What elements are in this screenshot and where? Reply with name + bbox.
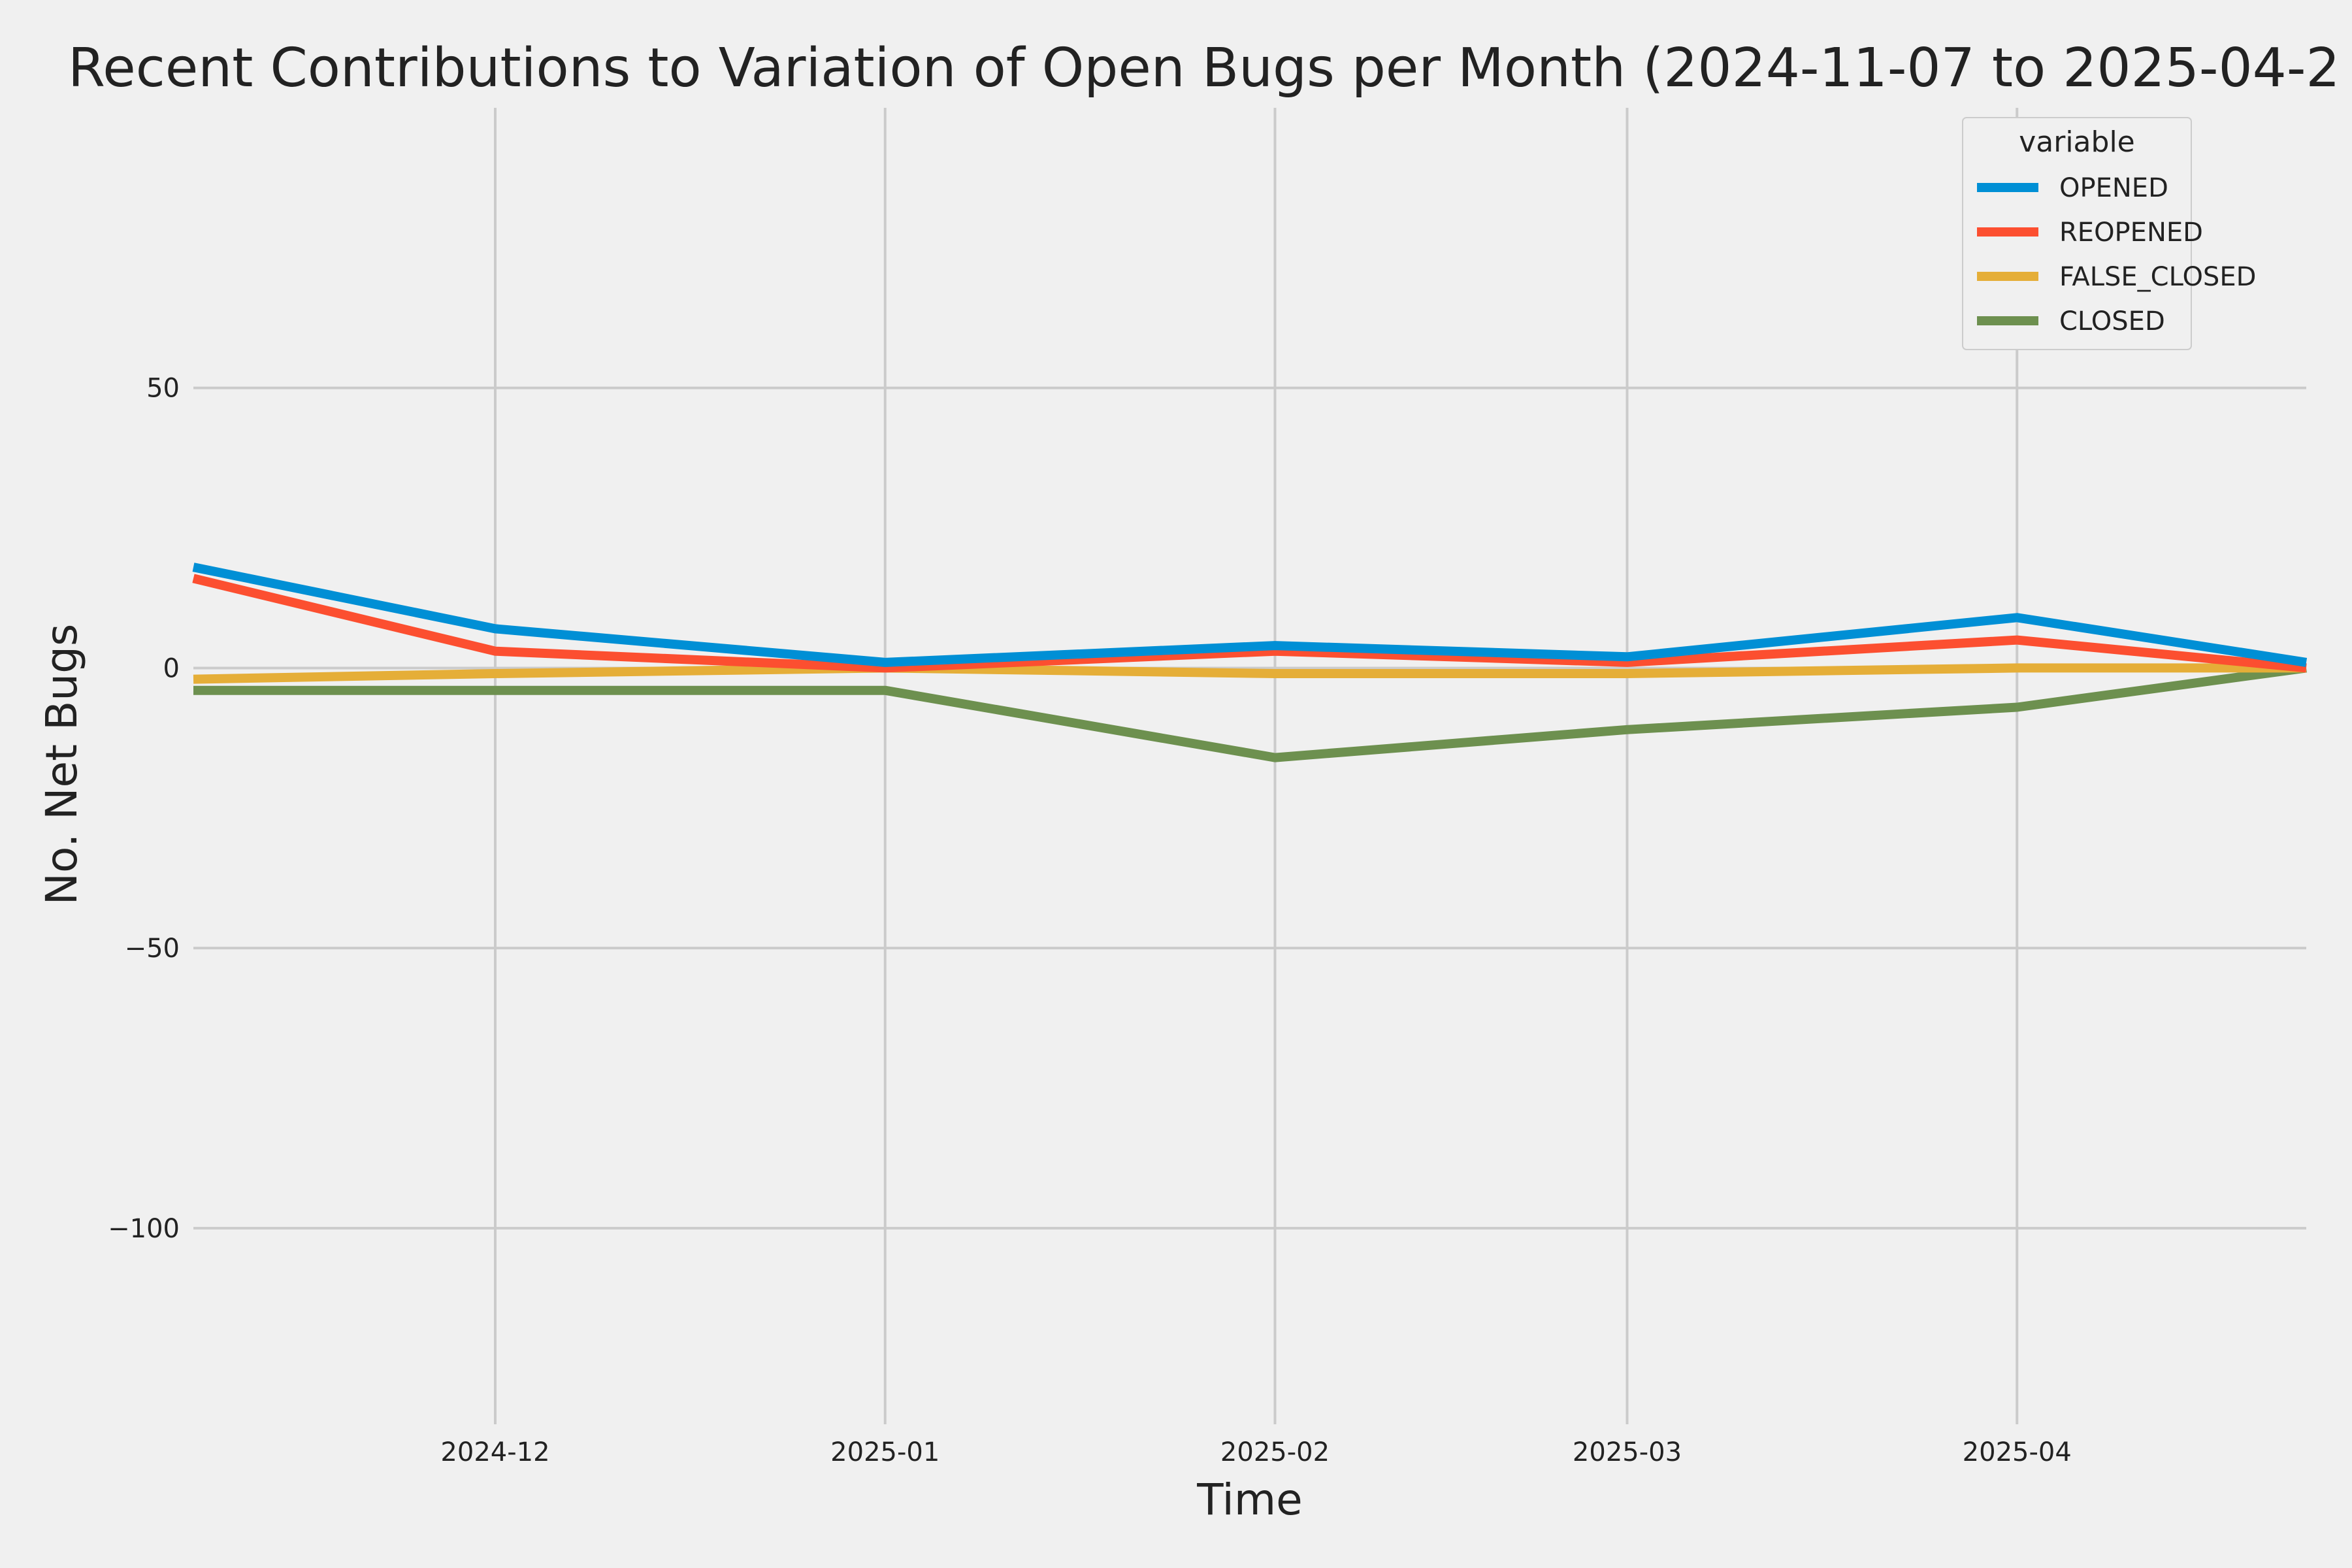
y-axis-ticks: 50 0 −50 −100 [108,374,180,1244]
y-axis-label: No. Net Bugs [37,624,87,906]
series-line-opened [192,563,2308,667]
legend-title: variable [2019,125,2135,159]
y-tick-label: −100 [108,1214,180,1244]
series-line-reopened [192,574,2307,673]
legend-items: OPENED REOPENED FALSE_CLOSED CLOSED [1977,173,2256,336]
legend-label-false-closed: FALSE_CLOSED [2059,262,2256,292]
legend-label-closed: CLOSED [2059,306,2165,336]
series-line-closed [193,663,2307,762]
x-axis-label: Time [1196,1475,1303,1525]
y-tick-label: −50 [125,934,180,964]
x-tick-label: 2025-02 [1220,1437,1330,1467]
chart-title: Recent Contributions to Variation of Ope… [68,37,2340,99]
y-tick-label: 50 [146,374,180,404]
x-tick-label: 2025-01 [830,1437,939,1467]
legend: variable OPENED REOPENED FALSE_CLOSED CLOSE… [1962,117,2256,350]
legend-label-opened: OPENED [2059,173,2168,203]
legend-label-reopened: REOPENED [2059,218,2203,248]
y-tick-label: 0 [163,653,180,683]
x-tick-label: 2025-04 [1963,1437,2072,1467]
legend-box [1962,117,2192,350]
series-line-false-closed [193,663,2306,684]
x-axis-ticks: 2024-12 2025-01 2025-02 2025-03 2025-04 [440,1437,2071,1467]
x-tick-label: 2024-12 [440,1437,549,1467]
series-lines [192,563,2308,762]
x-tick-label: 2025-03 [1573,1437,1682,1467]
